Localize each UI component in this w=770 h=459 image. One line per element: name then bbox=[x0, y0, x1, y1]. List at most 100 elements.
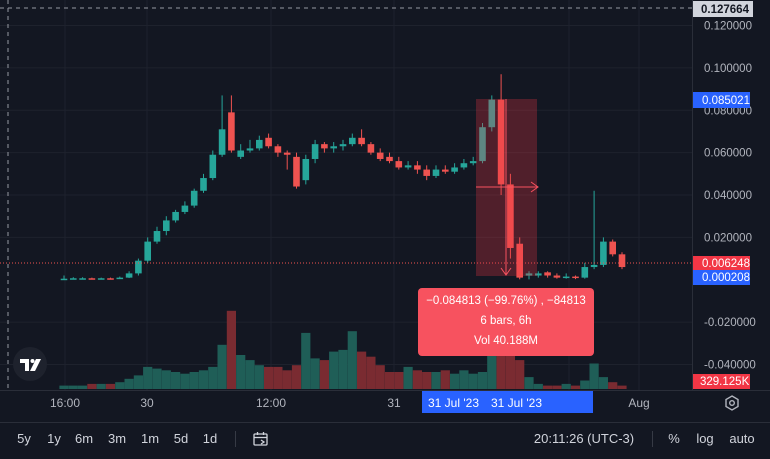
volume-bar bbox=[96, 383, 106, 389]
candle bbox=[600, 237, 607, 268]
measure-bars: 6 bars, 6h bbox=[480, 315, 532, 327]
candle bbox=[451, 163, 458, 174]
price-badge-top: 0.127664 bbox=[693, 1, 753, 17]
price-tick-label: 0.040000 bbox=[704, 190, 752, 202]
candle bbox=[590, 190, 598, 270]
price-badge-top-label: 0.127664 bbox=[701, 4, 750, 16]
volume-bar bbox=[236, 355, 246, 389]
volume-bar bbox=[68, 385, 78, 389]
candle bbox=[79, 277, 86, 280]
time-tick-label: Aug bbox=[628, 396, 649, 410]
volume-bar bbox=[189, 372, 199, 389]
candle bbox=[246, 139, 254, 153]
candle bbox=[302, 154, 310, 185]
range-6m-button[interactable]: 6m bbox=[74, 431, 94, 446]
range-1m-button[interactable]: 1m bbox=[140, 431, 160, 446]
candle bbox=[618, 252, 626, 270]
volume-badge-label: 329.125K bbox=[700, 376, 750, 388]
volume-bar bbox=[347, 331, 357, 389]
time-range-highlight bbox=[422, 391, 593, 413]
candle bbox=[414, 161, 421, 174]
candle bbox=[256, 135, 263, 151]
candle bbox=[181, 201, 189, 215]
candle bbox=[488, 95, 496, 132]
candle bbox=[60, 275, 68, 281]
price-axis-background[interactable] bbox=[693, 0, 770, 390]
volume-bar bbox=[561, 383, 571, 389]
volume-bar bbox=[403, 366, 413, 389]
date-range-button[interactable] bbox=[250, 423, 272, 454]
time-tick-label: 12:00 bbox=[256, 396, 286, 410]
candle bbox=[432, 165, 440, 179]
candle bbox=[172, 209, 179, 223]
volume-bar bbox=[515, 360, 525, 389]
auto-scale-toggle[interactable]: auto bbox=[729, 431, 755, 446]
candle bbox=[423, 165, 430, 181]
tradingview-logo[interactable] bbox=[13, 347, 47, 381]
candle bbox=[442, 165, 449, 174]
candle bbox=[404, 161, 412, 170]
measure-tool[interactable] bbox=[476, 99, 539, 276]
candle bbox=[581, 262, 589, 279]
candle bbox=[293, 152, 300, 189]
volume-bar bbox=[124, 378, 134, 389]
range-1y-button[interactable]: 1y bbox=[47, 431, 61, 446]
volume-bar bbox=[477, 372, 488, 389]
price-tick-label: 0.100000 bbox=[704, 63, 752, 75]
volume-bar bbox=[217, 344, 227, 389]
candle bbox=[562, 273, 570, 279]
volume-bar bbox=[329, 351, 339, 389]
volume-bar bbox=[115, 382, 125, 389]
percent-scale-toggle[interactable]: % bbox=[668, 431, 680, 446]
timezone-clock[interactable]: 20:11:26 (UTC-3) bbox=[533, 431, 635, 446]
time-tick-label: 31 bbox=[387, 396, 401, 410]
candle bbox=[507, 173, 514, 259]
candle bbox=[330, 142, 337, 153]
time-tick-label: 30 bbox=[140, 396, 154, 410]
volume-bar bbox=[264, 366, 274, 389]
volume-bar bbox=[450, 373, 460, 389]
settings-gear-icon[interactable] bbox=[724, 395, 740, 411]
volume-bar bbox=[552, 385, 562, 389]
range-5d-button[interactable]: 5d bbox=[173, 431, 189, 446]
time-tick-label: 16:00 bbox=[50, 396, 80, 410]
volume-badge: 329.125K bbox=[693, 374, 750, 389]
volume-bar bbox=[59, 385, 69, 389]
range-1d-button[interactable]: 1d bbox=[202, 431, 218, 446]
volume-bar bbox=[422, 372, 432, 389]
toolbar-separator bbox=[235, 431, 236, 447]
volume-bar bbox=[487, 336, 497, 389]
candle bbox=[321, 142, 328, 153]
candle bbox=[107, 277, 114, 280]
measure-vertical-arrowhead bbox=[500, 267, 512, 276]
price-badge-range-low-label: 0.000208 bbox=[702, 272, 750, 284]
candle bbox=[516, 237, 523, 280]
volume-bar bbox=[589, 363, 599, 389]
range-5y-button[interactable]: 5y bbox=[17, 431, 31, 446]
candle bbox=[190, 188, 198, 208]
price-tick-label: -0.040000 bbox=[704, 360, 756, 372]
volume-bar bbox=[394, 372, 404, 389]
candle bbox=[367, 142, 375, 155]
candle bbox=[479, 122, 486, 164]
price-tick-label: 0.060000 bbox=[704, 148, 752, 160]
measure-tooltip: −0.084813 (−99.76%) , −84813 6 bars, 6h … bbox=[418, 288, 594, 356]
candles bbox=[60, 74, 626, 281]
volume-bar bbox=[273, 366, 283, 389]
price-axis-labels: 0.120000 0.100000 0.080000 0.060000 0.040000… bbox=[704, 21, 756, 372]
range-3m-button[interactable]: 3m bbox=[107, 431, 127, 446]
candle bbox=[497, 74, 505, 195]
log-scale-toggle[interactable]: log bbox=[696, 431, 714, 446]
volume-bar bbox=[226, 310, 236, 389]
candle bbox=[97, 277, 105, 280]
calendar-range-icon bbox=[253, 432, 268, 446]
candle bbox=[163, 216, 170, 236]
volume-bar bbox=[161, 370, 171, 389]
candle bbox=[135, 258, 142, 276]
candle bbox=[209, 150, 217, 181]
volume-bar bbox=[524, 377, 534, 389]
volume-bar bbox=[105, 383, 116, 389]
volume-bar bbox=[412, 370, 422, 389]
volume-bar bbox=[617, 385, 627, 389]
